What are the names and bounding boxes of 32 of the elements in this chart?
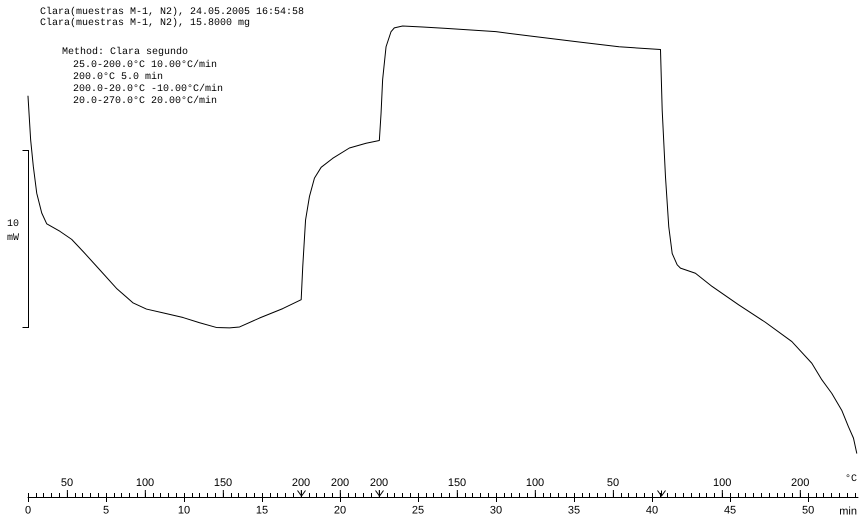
annotation: 100 bbox=[136, 477, 154, 490]
annotation: 100 bbox=[526, 477, 544, 490]
annotation: 150 bbox=[448, 477, 466, 490]
x-tick-label: 10 bbox=[178, 504, 190, 516]
annotation: Clara(muestras M-1, N2), 15.8000 mg bbox=[40, 18, 250, 30]
x-tick-label: 35 bbox=[568, 504, 580, 516]
annotation: Method: Clara segundo bbox=[62, 47, 188, 59]
annotation: 200 bbox=[791, 477, 810, 490]
x-tick-label: 25 bbox=[412, 504, 424, 516]
x-tick-label: 5 bbox=[102, 504, 110, 516]
annotation: 50 bbox=[60, 477, 74, 490]
annotation: 200.0-20.0°C -10.00°C/min bbox=[73, 84, 224, 96]
annotation: 200.0°C 5.0 min bbox=[73, 72, 164, 84]
x-tick-label: 15 bbox=[256, 504, 268, 516]
x-axis-title: min bbox=[839, 506, 857, 518]
x-tick-label: 45 bbox=[724, 504, 736, 516]
annotation: °C bbox=[845, 474, 858, 486]
annotation: 200 bbox=[292, 477, 310, 490]
text: 10 mW bbox=[7, 218, 20, 246]
x-tick-label: 50 bbox=[802, 504, 814, 516]
annotation: 200 bbox=[370, 477, 388, 490]
annotation: 20.0-270.0°C 20.00°C/min bbox=[73, 96, 218, 108]
annotation: 100 bbox=[713, 477, 732, 490]
text: Clara(muestras M-1, N2), 24.05.2005 16:54:58 bbox=[40, 7, 304, 18]
x-tick-label: 40 bbox=[646, 504, 658, 516]
annotation: 50 bbox=[606, 477, 620, 490]
x-tick-label: 20 bbox=[334, 504, 346, 516]
annotation: 150 bbox=[214, 477, 232, 490]
x-tick-label: 30 bbox=[490, 504, 502, 516]
annotation: 25.0-200.0°C 10.00°C/min bbox=[73, 60, 218, 72]
annotation: 200 bbox=[330, 477, 350, 490]
x-tick-label: 0 bbox=[24, 504, 32, 516]
